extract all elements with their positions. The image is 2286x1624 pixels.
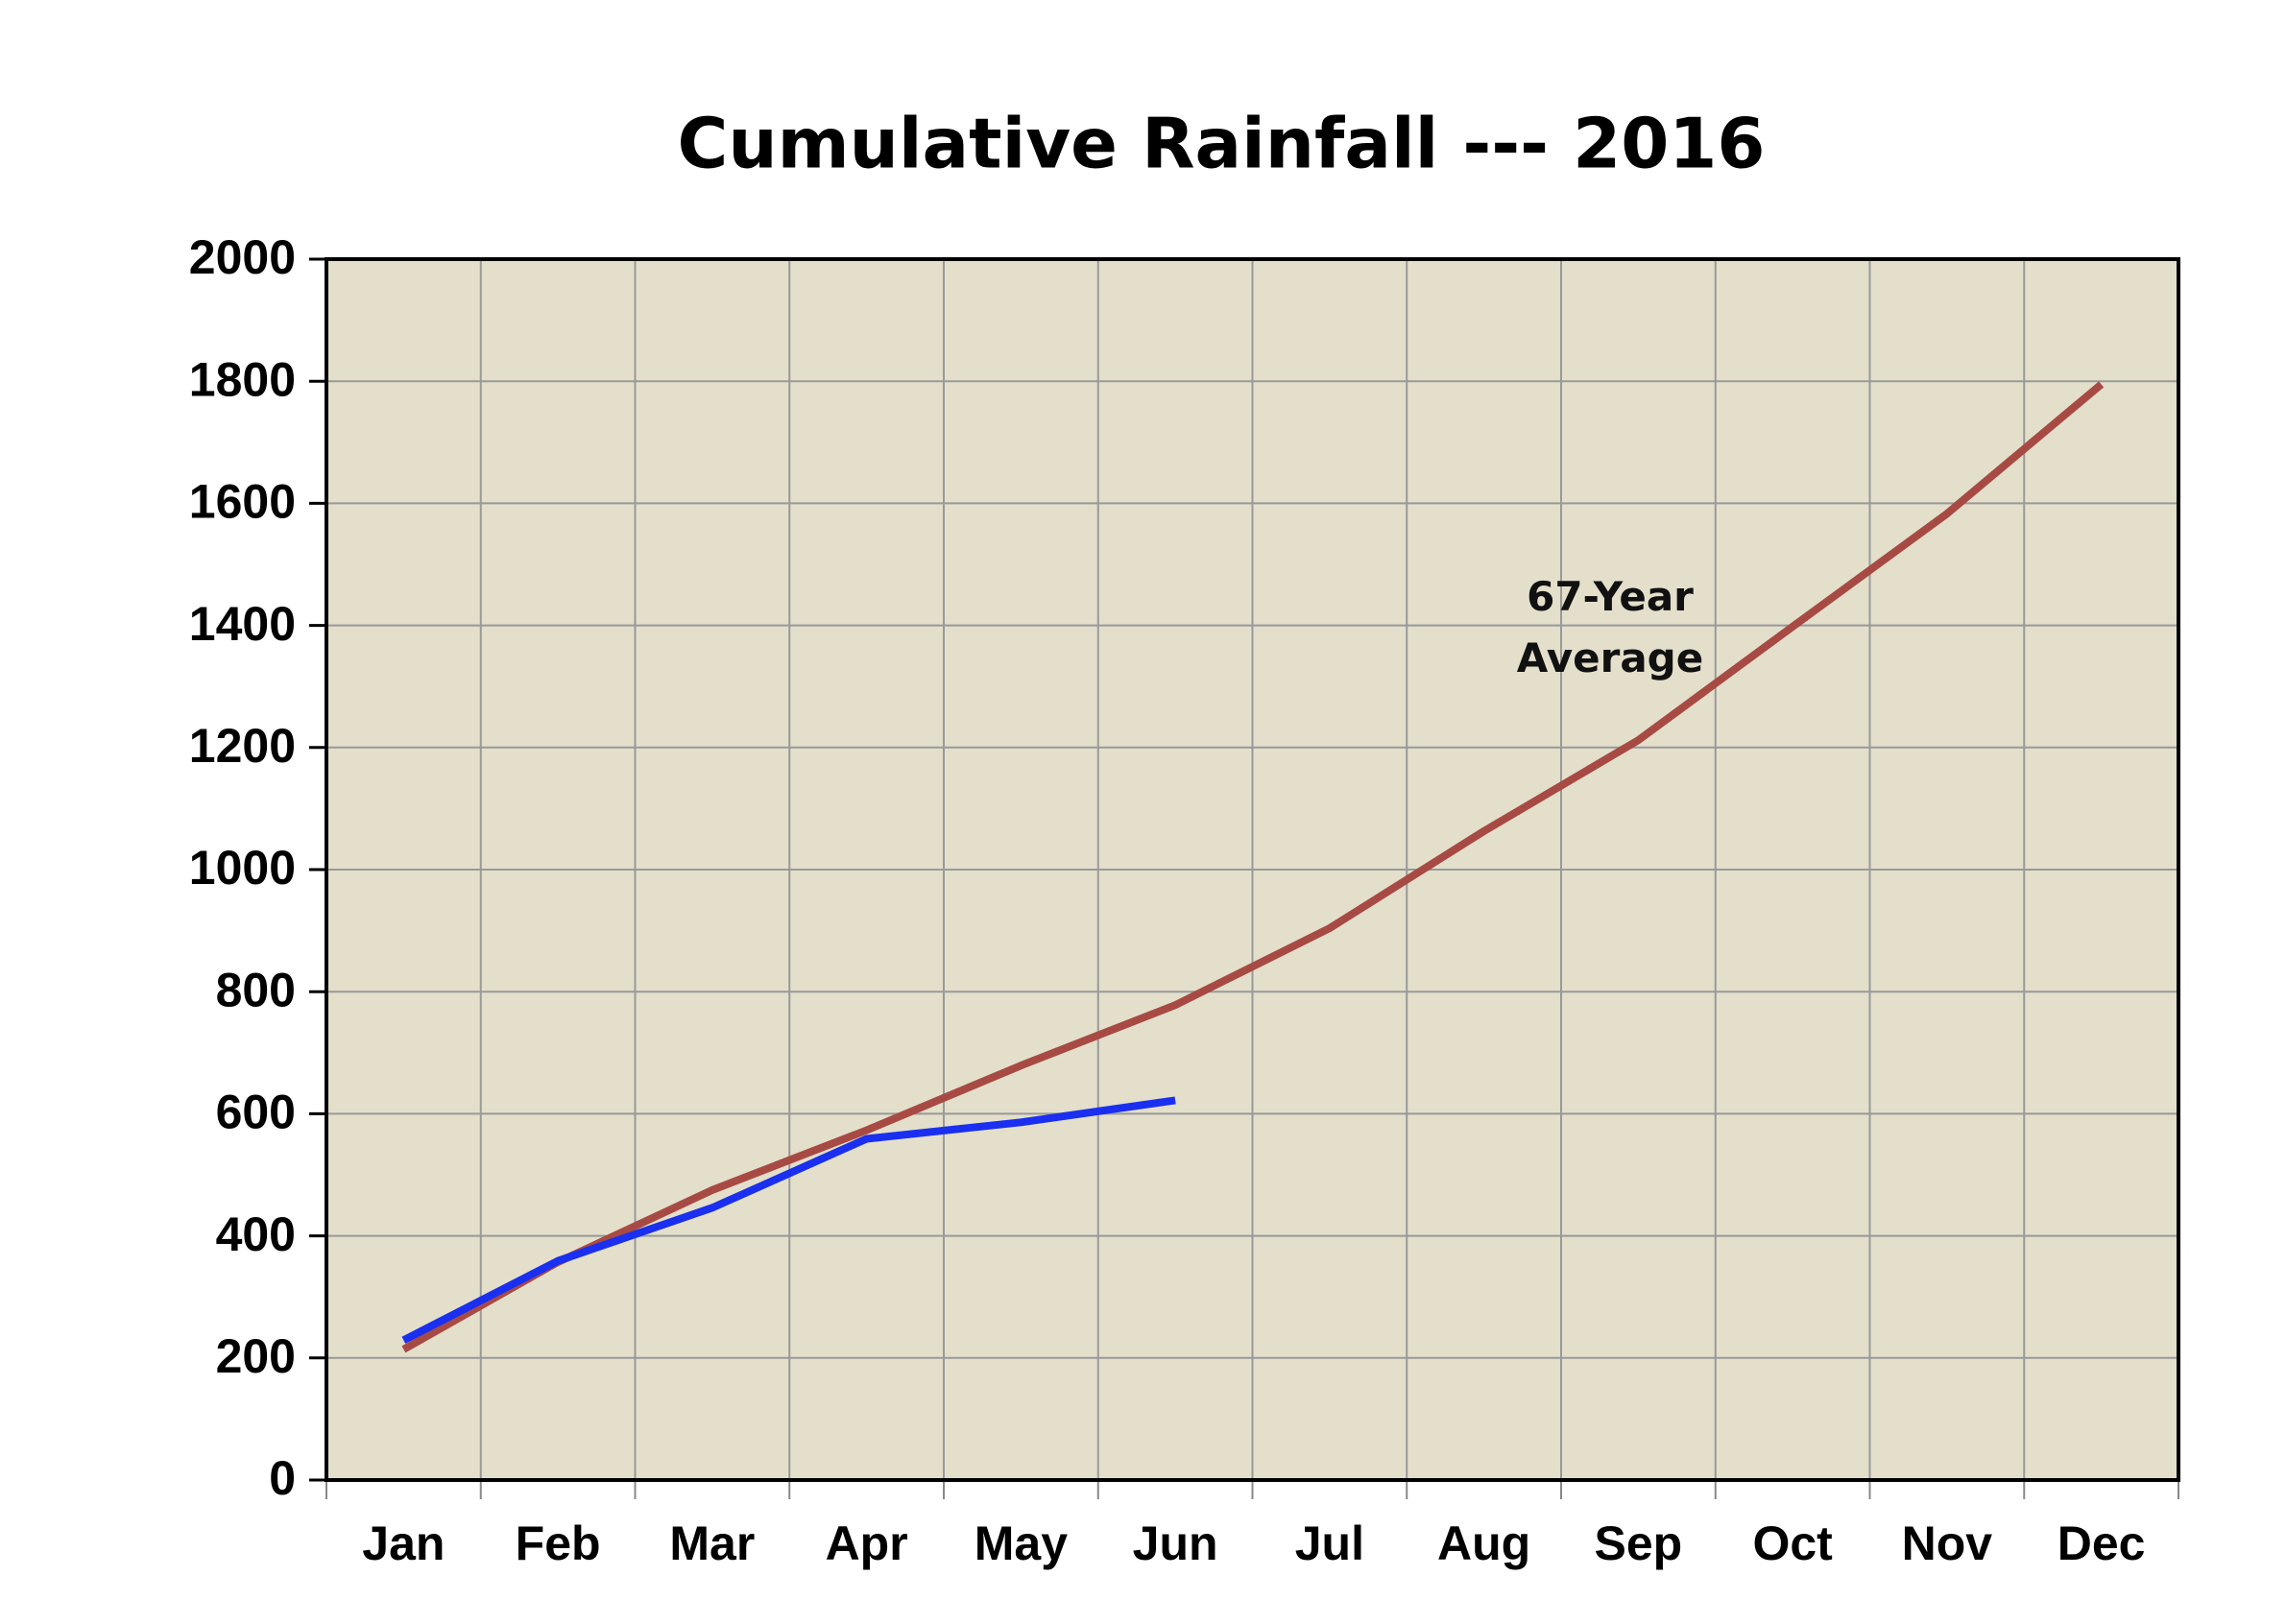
- x-tick-label: Jul: [1295, 1517, 1364, 1570]
- plot-border: [325, 257, 2180, 1482]
- y-tick-label: 1000: [189, 841, 296, 895]
- x-tick-label: Mar: [669, 1517, 755, 1570]
- x-tick-label: Jan: [362, 1517, 445, 1570]
- x-tick-label: Aug: [1437, 1517, 1530, 1570]
- y-tick-label: 200: [216, 1329, 296, 1383]
- x-tick-label: Apr: [826, 1517, 908, 1570]
- x-tick-label: Jun: [1133, 1517, 1218, 1570]
- y-tick-label: 1600: [189, 475, 296, 529]
- series-line: [401, 381, 2105, 1353]
- series-annotation: 67-Year Average: [1516, 573, 1704, 681]
- y-tick-label: 0: [269, 1451, 296, 1505]
- y-tick-label: 2000: [189, 230, 296, 284]
- y-tick-label: 600: [216, 1086, 296, 1139]
- y-tick-label: 1400: [189, 597, 296, 651]
- chart-title: Cumulative Rainfall --- 2016: [678, 104, 1766, 184]
- x-tick-label: Oct: [1752, 1517, 1833, 1570]
- x-tick-label: Feb: [516, 1517, 601, 1570]
- y-tick-label: 1800: [189, 352, 296, 406]
- x-tick-label: Dec: [2057, 1517, 2146, 1570]
- y-tick-label: 800: [216, 963, 296, 1016]
- x-tick-label: Nov: [1902, 1517, 1993, 1570]
- x-tick-label: May: [975, 1517, 1068, 1570]
- y-tick-label: 400: [216, 1207, 296, 1261]
- x-tick-label: Sep: [1595, 1517, 1683, 1570]
- y-tick-label: 1200: [189, 719, 296, 773]
- series-line: [401, 1096, 1176, 1344]
